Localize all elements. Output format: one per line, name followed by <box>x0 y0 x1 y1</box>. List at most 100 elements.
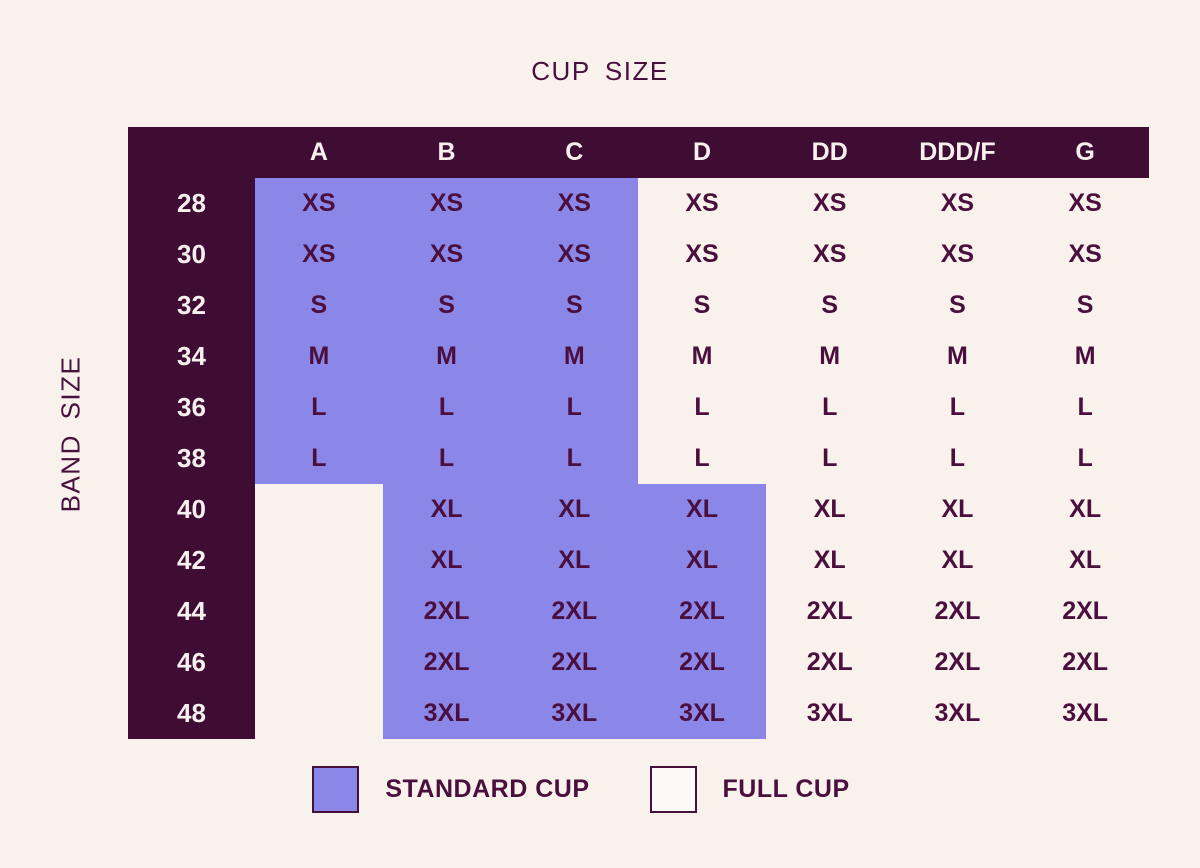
cup-size-title: CUP SIZE <box>531 56 669 86</box>
cup-size-header: DD <box>765 127 894 178</box>
size-cell: 2XL <box>638 637 766 688</box>
size-cell: XS <box>813 189 847 217</box>
size-cell <box>255 586 383 637</box>
size-cell: 2XL <box>1062 597 1109 625</box>
size-cell: XS <box>813 240 847 268</box>
size-cell: S <box>255 280 383 331</box>
band-size-label: 46 <box>128 637 255 688</box>
size-cell: S <box>510 280 639 331</box>
size-cell: 2XL <box>934 648 981 676</box>
band-size-label: 34 <box>128 331 255 382</box>
cup-size-header: B <box>382 127 511 178</box>
band-size-label: 36 <box>128 382 255 433</box>
size-cell: 3XL <box>382 688 511 739</box>
cup-size-header: D <box>638 127 766 178</box>
size-cell: L <box>255 382 383 433</box>
size-cell: XS <box>382 229 511 280</box>
cup-size-header: G <box>1021 127 1149 178</box>
size-cell: L <box>1077 393 1093 421</box>
size-cell: L <box>822 393 838 421</box>
size-cell: M <box>1074 342 1096 370</box>
band-size-label: 30 <box>128 229 255 280</box>
cup-size-header: C <box>510 127 639 178</box>
size-cell: XL <box>1069 495 1102 523</box>
band-size-label: 42 <box>128 535 255 586</box>
size-cell: L <box>694 393 710 421</box>
standard-cup-swatch <box>312 766 360 813</box>
size-cell: S <box>382 280 511 331</box>
size-cell: XL <box>1069 546 1102 574</box>
size-cell: 2XL <box>510 637 639 688</box>
size-cell: XS <box>255 229 383 280</box>
legend: STANDARD CUP FULL CUP <box>0 766 1181 813</box>
size-cell: L <box>822 444 838 472</box>
size-cell: 2XL <box>1062 648 1109 676</box>
size-cell: XL <box>941 546 974 574</box>
size-cell: 2XL <box>382 637 511 688</box>
size-cell: S <box>1076 291 1094 319</box>
size-cell: M <box>255 331 383 382</box>
size-cell: XS <box>685 240 719 268</box>
size-cell: S <box>821 291 839 319</box>
size-cell: M <box>382 331 511 382</box>
size-cell: L <box>382 433 511 484</box>
size-cell: 3XL <box>510 688 639 739</box>
size-cell: 3XL <box>1062 699 1109 727</box>
size-cell: XS <box>1068 240 1102 268</box>
size-cell: XL <box>813 495 846 523</box>
size-cell: XS <box>382 178 511 229</box>
size-cell <box>255 688 383 739</box>
size-cell <box>255 535 383 586</box>
band-size-label: 32 <box>128 280 255 331</box>
size-cell: L <box>382 382 511 433</box>
size-cell: XL <box>510 484 639 535</box>
size-cell: XL <box>382 484 511 535</box>
size-cell: 2XL <box>638 586 766 637</box>
size-cell: L <box>1077 444 1093 472</box>
size-cell: XS <box>510 178 639 229</box>
band-size-label: 44 <box>128 586 255 637</box>
size-cell: 2XL <box>806 597 853 625</box>
cup-size-header: DDD/F <box>893 127 1022 178</box>
size-cell: XS <box>685 189 719 217</box>
legend-item-full-cup: FULL CUP <box>649 766 850 813</box>
size-cell: XL <box>813 546 846 574</box>
size-cell: XL <box>638 484 766 535</box>
size-cell: S <box>949 291 966 319</box>
size-cell: M <box>819 342 841 370</box>
band-size-label: 38 <box>128 433 255 484</box>
size-cell: L <box>510 433 639 484</box>
size-cell: L <box>510 382 639 433</box>
size-cell: XS <box>1068 189 1102 217</box>
size-cell: XL <box>510 535 639 586</box>
size-cell: XL <box>638 535 766 586</box>
band-size-label: 40 <box>128 484 255 535</box>
cup-size-header: A <box>255 127 383 178</box>
size-cell: 3XL <box>806 699 853 727</box>
size-cell: L <box>694 444 710 472</box>
size-cell: M <box>947 342 968 370</box>
size-cell: XS <box>940 240 975 268</box>
size-cell: M <box>510 331 639 382</box>
size-cell: L <box>255 433 383 484</box>
band-size-label: 28 <box>128 178 255 229</box>
size-cell: 3XL <box>638 688 766 739</box>
size-cell: XL <box>382 535 511 586</box>
band-size-axis-label: BAND SIZE <box>55 355 86 513</box>
size-cell: M <box>691 342 713 370</box>
size-cell: XS <box>255 178 383 229</box>
legend-item-standard-cup: STANDARD CUP <box>312 766 589 813</box>
standard-cup-label: STANDARD CUP <box>385 775 590 803</box>
size-cell <box>255 637 383 688</box>
size-cell: 2XL <box>806 648 853 676</box>
size-cell: 3XL <box>934 699 981 727</box>
size-cell: XL <box>941 495 974 523</box>
size-cell <box>255 484 383 535</box>
size-grid: A B C D DD DDD/F G 28 XS XS XS XS XS XS XS 30 XS XS XS XS XS… <box>128 127 1149 739</box>
size-cell: L <box>949 444 966 472</box>
size-cell: XS <box>940 189 975 217</box>
band-size-label: 48 <box>128 688 255 739</box>
corner-cell <box>128 127 255 178</box>
full-cup-swatch <box>649 766 697 813</box>
